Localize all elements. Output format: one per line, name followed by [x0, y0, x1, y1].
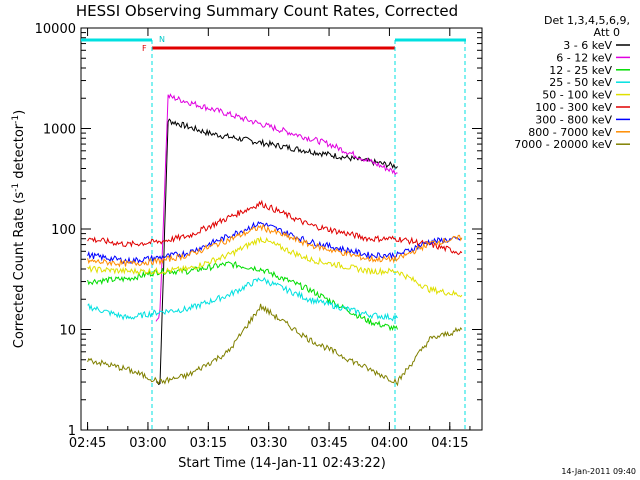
legend-label-1: 6 - 12 keV — [556, 51, 612, 64]
night-flag-label: N — [159, 35, 165, 44]
legend-header-2: Att 0 — [594, 26, 620, 39]
legend-header-1: Det 1,3,4,5,6,9, — [544, 14, 630, 27]
series-line-8 — [87, 303, 463, 387]
x-tick-label-1: 03:00 — [129, 436, 166, 451]
y-tick-label-2: 100 — [51, 223, 76, 238]
x-tick-label-0: 02:45 — [69, 436, 106, 451]
x-tick-label-6: 04:15 — [431, 436, 468, 451]
data-series — [87, 93, 463, 387]
legend-label-3: 25 - 50 keV — [549, 76, 612, 89]
series-line-7 — [87, 223, 463, 268]
legend-label-2: 12 - 25 keV — [549, 64, 612, 77]
observing-flags: N F — [81, 35, 466, 430]
legend-label-5: 100 - 300 keV — [535, 101, 612, 114]
x-axis: 02:45 03:00 03:15 03:30 03:45 04:00 04:15 — [69, 28, 471, 451]
legend-label-0: 3 - 6 keV — [563, 39, 612, 52]
legend-label-4: 50 - 100 keV — [542, 89, 612, 102]
y-tick-label-1: 10 — [59, 324, 76, 339]
y-tick-label-3: 1000 — [43, 123, 76, 138]
timestamp: 14-Jan-2011 09:40 — [561, 467, 636, 476]
x-tick-label-4: 03:45 — [310, 436, 347, 451]
x-tick-label-5: 04:00 — [371, 436, 408, 451]
y-axis: 1 10 100 1000 10000 — [35, 22, 482, 439]
x-tick-label-2: 03:15 — [190, 436, 227, 451]
x-tick-label-3: 03:30 — [250, 436, 287, 451]
chart-title: HESSI Observing Summary Count Rates, Cor… — [76, 2, 458, 20]
y-tick-label-0: 1 — [68, 424, 76, 439]
series-line-5 — [87, 199, 463, 256]
legend-label-8: 7000 - 20000 keV — [514, 138, 612, 151]
y-axis-label: Corrected Count Rate (s-1 detector-1) — [11, 110, 27, 348]
series-line-4 — [87, 236, 463, 298]
legend-label-7: 800 - 7000 keV — [528, 126, 612, 139]
flare-flag-label: F — [142, 44, 147, 53]
series-line-3 — [87, 276, 398, 322]
y-tick-label-4: 10000 — [35, 22, 76, 37]
legend-label-6: 300 - 800 keV — [535, 113, 612, 126]
series-line-0 — [155, 118, 398, 386]
series-line-1 — [155, 93, 398, 322]
x-axis-label: Start Time (14-Jan-11 02:43:22) — [178, 456, 386, 471]
